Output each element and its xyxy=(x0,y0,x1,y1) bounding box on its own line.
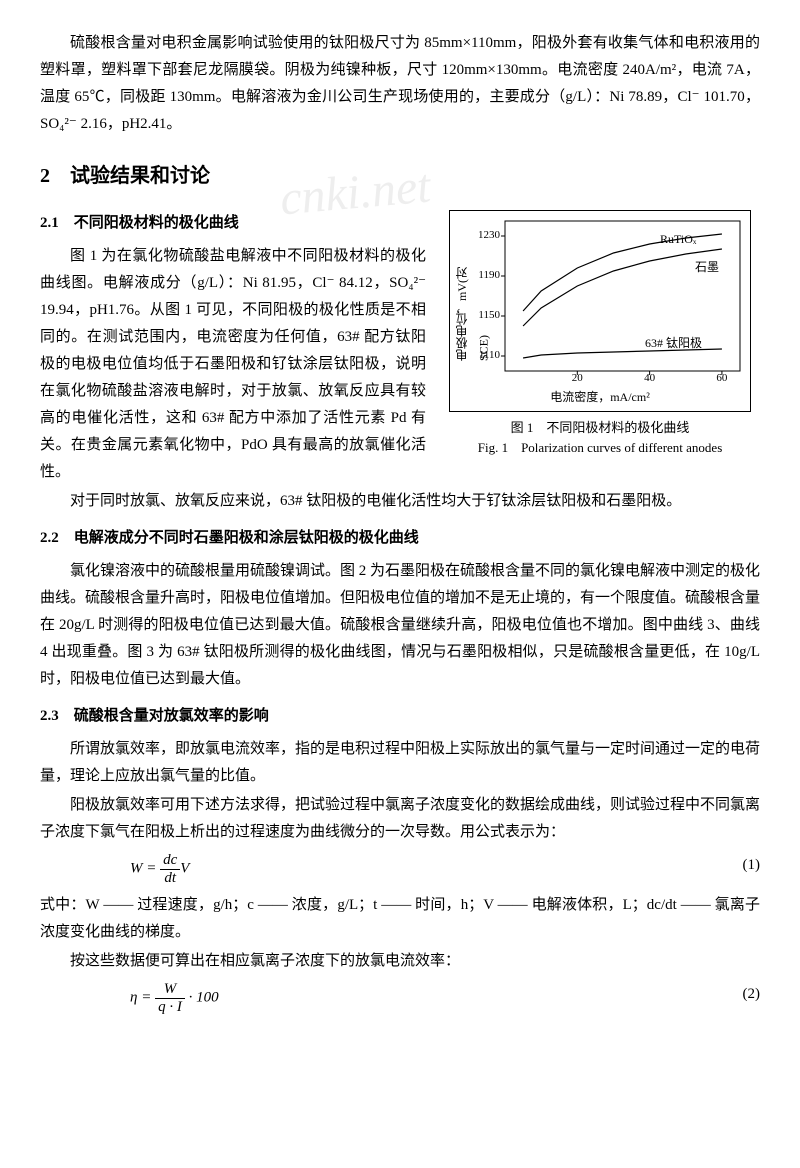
figure-1: 电极电位，mV(对 SCE) 电流密度，mA/cm² 1110115011901… xyxy=(440,210,760,457)
page-content: 硫酸根含量对电积金属影响试验使用的钛阳极尺寸为 85mm×110mm，阳极外套有… xyxy=(40,30,760,1015)
eq1-number: (1) xyxy=(743,852,761,879)
section-2-3-p3: 式中：W —— 过程速度，g/h；c —— 浓度，g/L；t —— 时间，h；V… xyxy=(40,892,760,946)
section-2-3-p2: 阳极放氯效率可用下述方法求得，把试验过程中氯离子浓度变化的数据绘成曲线，则试验过… xyxy=(40,792,760,846)
eq1-num: dc xyxy=(160,852,180,870)
eq2-frac: W q · I xyxy=(155,981,185,1015)
figure-1-chart: 电极电位，mV(对 SCE) 电流密度，mA/cm² 1110115011901… xyxy=(449,210,751,412)
eq2-rhs: · 100 xyxy=(185,989,219,1005)
equation-1: W = dc dt V (1) xyxy=(130,852,760,886)
section-2-3-p1: 所谓放氯效率，即放氯电流效率，指的是电积过程中阳极上实际放出的氯气量与一定时间通… xyxy=(40,736,760,790)
eq1-rhs: V xyxy=(180,860,189,876)
figure-1-caption-en: Fig. 1 Polarization curves of different … xyxy=(440,438,760,458)
section-2-2-title: 2.2 电解液成分不同时石墨阳极和涂层钛阳极的极化曲线 xyxy=(40,525,760,552)
equation-2: η = W q · I · 100 (2) xyxy=(130,981,760,1015)
eq1-den: dt xyxy=(160,870,180,887)
eq1-frac: dc dt xyxy=(160,852,180,886)
eq1-lhs: W = xyxy=(130,860,156,876)
eq2-lhs: η = xyxy=(130,989,151,1005)
eq2-num: W xyxy=(155,981,185,999)
section-2-title: 2 试验结果和讨论 xyxy=(40,158,760,194)
section-2-3-p4: 按这些数据便可算出在相应氯离子浓度下的放氯电流效率： xyxy=(40,948,760,975)
section-2-2-p1: 氯化镍溶液中的硫酸根量用硫酸镍调试。图 2 为石墨阳极在硫酸根含量不同的氯化镍电… xyxy=(40,558,760,693)
figure-1-caption-cn: 图 1 不同阳极材料的极化曲线 xyxy=(440,418,760,438)
section-2-3-title: 2.3 硫酸根含量对放氯效率的影响 xyxy=(40,703,760,730)
eq2-number: (2) xyxy=(743,981,761,1008)
intro-paragraph: 硫酸根含量对电积金属影响试验使用的钛阳极尺寸为 85mm×110mm，阳极外套有… xyxy=(40,30,760,138)
figure-1-caption: 图 1 不同阳极材料的极化曲线 Fig. 1 Polarization curv… xyxy=(440,418,760,457)
eq2-den: q · I xyxy=(155,999,185,1016)
section-2-1-p2: 对于同时放氯、放氧反应来说，63# 钛阳极的电催化活性均大于钌钛涂层钛阳极和石墨… xyxy=(40,488,760,515)
